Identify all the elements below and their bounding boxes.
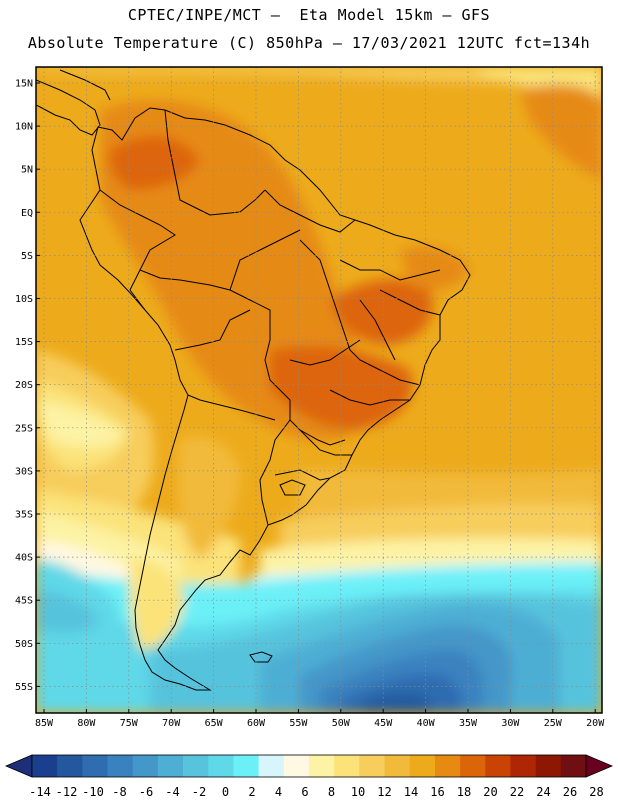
colorbar-label: -2 [192, 785, 206, 799]
lon-label: 45W [374, 718, 393, 729]
colorbar-labels: -14 -12 -10 -8 -6 -4 -2 0 2 4 6 8 10 12 14 16 18 20 22 24 26… [29, 785, 604, 799]
lat-label: 15N [15, 79, 33, 90]
lat-label: 10N [15, 122, 33, 133]
colorbar-swatch [258, 755, 285, 777]
lon-label: 20W [586, 718, 605, 729]
colorbar-swatch [283, 755, 310, 777]
colorbar-label: -8 [112, 785, 126, 799]
lat-label: 45S [15, 596, 33, 607]
lat-label: 30S [15, 466, 33, 477]
colorbar-label: 26 [563, 785, 577, 799]
colorbar-label: -4 [165, 785, 179, 799]
colorbar-swatch [82, 755, 108, 777]
colorbar-swatch [384, 755, 411, 777]
colorbar-high-arrow [585, 754, 614, 778]
lat-label: 50S [15, 639, 33, 650]
colorbar-swatch [233, 755, 259, 777]
title-line-1: CPTEC/INPE/MCT – Eta Model 15km – GFS [127, 6, 491, 24]
longitude-labels: 85W 80W 75W 70W 65W 60W 55W 50W 45W 40W 35W 30W 25W 2… [35, 709, 605, 729]
colorbar-label: 14 [404, 785, 418, 799]
temperature-field [36, 67, 602, 713]
colorbar-label: 4 [275, 785, 282, 799]
colorbar-low-arrow [4, 754, 33, 778]
colorbar-swatch [510, 755, 536, 777]
colorbar-swatch [560, 755, 587, 777]
colorbar-swatch [57, 755, 83, 777]
colorbar-swatch [183, 755, 209, 777]
lat-label: 10S [15, 294, 33, 305]
colorbar-swatch [32, 755, 58, 777]
colorbar-label: 10 [351, 785, 365, 799]
lat-label: 5S [21, 251, 33, 262]
latitude-labels: 15N 10N 5N EQ 5S 10S 15S 20S 25S 30S 35S 40S 45S 50S 5… [15, 79, 40, 693]
lon-label: 85W [35, 718, 54, 729]
lon-label: 40W [417, 718, 436, 729]
lon-label: 25W [544, 718, 563, 729]
lon-label: 50W [332, 718, 351, 729]
colorbar-swatch [460, 755, 486, 777]
colorbar-swatch [309, 755, 335, 777]
lon-label: 60W [247, 718, 266, 729]
colorbar-swatch [535, 755, 562, 777]
colorbar-swatch [157, 755, 184, 777]
lat-label: 25S [15, 423, 33, 434]
plot-frame [35, 66, 603, 714]
colorbar-label: 18 [457, 785, 471, 799]
lat-label: 35S [15, 510, 33, 521]
lon-label: 70W [162, 718, 181, 729]
lon-label: 75W [120, 718, 139, 729]
colorbar-label: -14 [29, 785, 51, 799]
lat-label: 40S [15, 553, 33, 564]
colorbar-label: 6 [301, 785, 308, 799]
colorbar-swatch [132, 755, 159, 777]
lat-label: 55S [15, 682, 33, 693]
lat-label: 20S [15, 380, 33, 391]
colorbar-label: 20 [483, 785, 497, 799]
colorbar-label: 22 [510, 785, 524, 799]
lon-label: 30W [501, 718, 520, 729]
coastline-outline [36, 69, 471, 691]
colorbar-swatch [334, 755, 360, 777]
colorbar-label: -12 [56, 785, 78, 799]
lat-label: EQ [21, 208, 33, 219]
colorbar-label: -6 [139, 785, 153, 799]
colorbar-label: -10 [82, 785, 104, 799]
title-line-2: Absolute Temperature (C) 850hPa – 17/03/… [27, 34, 591, 52]
colorbar-swatch [434, 755, 461, 777]
colorbar-label: 16 [430, 785, 444, 799]
colorbar [4, 754, 614, 778]
colorbar-swatch [485, 755, 511, 777]
colorbar-swatch [359, 755, 385, 777]
colorbar-frame [31, 754, 587, 778]
lat-label: 5N [21, 165, 33, 176]
colorbar-label: 12 [377, 785, 391, 799]
colorbar-label: 0 [222, 785, 229, 799]
colorbar-swatch [107, 755, 134, 777]
colorbar-label: 2 [248, 785, 255, 799]
colorbar-swatch [208, 755, 234, 777]
colorbar-label: 24 [536, 785, 550, 799]
colorbar-label: 8 [328, 785, 335, 799]
colorbar-label: 28 [589, 785, 603, 799]
lon-label: 55W [289, 718, 308, 729]
colorbar-swatch [409, 755, 436, 777]
lat-label: 15S [15, 337, 33, 348]
lon-label: 35W [459, 718, 478, 729]
lon-label: 65W [205, 718, 224, 729]
lon-label: 80W [77, 718, 96, 729]
